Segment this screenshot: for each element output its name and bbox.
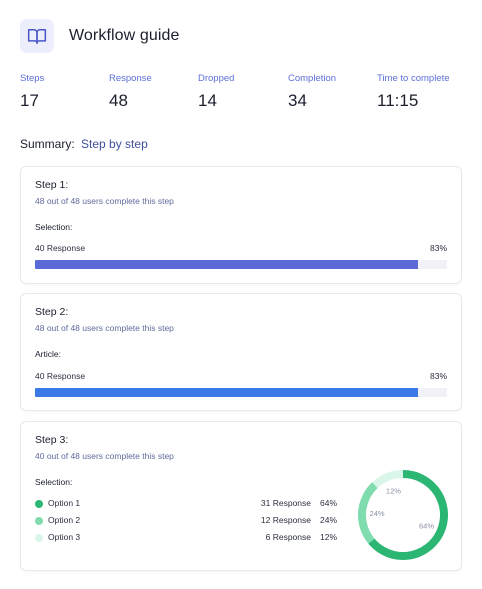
- option-row: Option 2 12 Response 24%: [35, 514, 337, 528]
- option-count: 6 Response: [265, 532, 311, 542]
- donut-chart: 64% 24% 12%: [358, 470, 448, 560]
- field-label: Article:: [35, 349, 61, 359]
- stat-value: 14: [198, 91, 217, 110]
- stat-time-to-complete: Time to complete 11:15: [377, 73, 450, 111]
- stat-dropped: Dropped 14: [198, 73, 234, 111]
- option-percent: 12%: [319, 532, 337, 542]
- book-icon: [27, 29, 47, 44]
- stat-label: Dropped: [198, 73, 235, 84]
- stat-response: Response 48: [109, 73, 152, 111]
- stats-row: Steps 17 Response 48 Dropped 14 Completi…: [20, 73, 460, 113]
- progress-fill: [35, 388, 419, 397]
- donut-slice-1: [368, 470, 448, 560]
- stat-steps: Steps 17: [20, 73, 44, 111]
- option-dot-icon: [35, 500, 43, 508]
- stat-label: Response: [109, 73, 152, 84]
- stat-value: 11:15: [377, 91, 419, 110]
- step-by-step-link[interactable]: Step by step: [81, 137, 148, 151]
- stat-label: Time to complete: [377, 73, 450, 84]
- option-count: 12 Response: [260, 515, 311, 525]
- response-percent: 83%: [429, 371, 447, 381]
- step-subtitle: 48 out of 48 users complete this step: [35, 196, 174, 206]
- progress-track: [35, 388, 447, 397]
- option-name: Option 2: [48, 515, 81, 525]
- donut-label-1: 64%: [419, 522, 434, 531]
- page-title: Workflow guide: [69, 27, 180, 44]
- stat-value: 48: [109, 91, 128, 110]
- progress-track: [35, 260, 447, 269]
- response-percent: 83%: [429, 243, 447, 253]
- step-card-1: Step 1: 48 out of 48 users complete this…: [20, 166, 462, 284]
- stat-label: Steps: [20, 73, 45, 84]
- option-count: 31 Response: [260, 498, 311, 508]
- donut-slice-3: [372, 470, 403, 489]
- option-percent: 64%: [319, 498, 337, 508]
- step-title: Step 2:: [35, 306, 69, 318]
- stat-label: Completion: [288, 73, 337, 84]
- step-title: Step 3:: [35, 434, 69, 446]
- field-label: Selection:: [35, 477, 73, 487]
- donut-label-3: 12%: [386, 486, 401, 495]
- step-card-2: Step 2: 48 out of 48 users complete this…: [20, 293, 462, 411]
- option-name: Option 3: [48, 532, 81, 542]
- option-dot-icon: [35, 517, 43, 525]
- logo-tile: [20, 19, 54, 53]
- stat-completion: Completion 34: [288, 73, 336, 111]
- progress-fill: [35, 260, 419, 269]
- step-card-3: Step 3: 40 out of 48 users complete this…: [20, 421, 462, 571]
- option-name: Option 1: [48, 498, 81, 508]
- donut-slice-2: [358, 482, 378, 544]
- option-row: Option 3 6 Response 12%: [35, 531, 337, 545]
- option-percent: 24%: [319, 515, 337, 525]
- step-title: Step 1:: [35, 179, 69, 191]
- stat-value: 17: [20, 91, 39, 110]
- summary-label: Summary:: [20, 137, 75, 151]
- option-row: Option 1 31 Response 64%: [35, 497, 337, 511]
- option-dot-icon: [35, 534, 43, 542]
- response-count: 40 Response: [35, 243, 86, 253]
- step-subtitle: 40 out of 48 users complete this step: [35, 451, 174, 461]
- response-count: 40 Response: [35, 371, 86, 381]
- step-subtitle: 48 out of 48 users complete this step: [35, 323, 174, 333]
- field-label: Selection:: [35, 222, 73, 232]
- page-header: Workflow guide: [20, 18, 180, 54]
- donut-label-2: 24%: [370, 509, 385, 518]
- summary-line: Summary: Step by step: [20, 137, 148, 151]
- stat-value: 34: [288, 91, 307, 110]
